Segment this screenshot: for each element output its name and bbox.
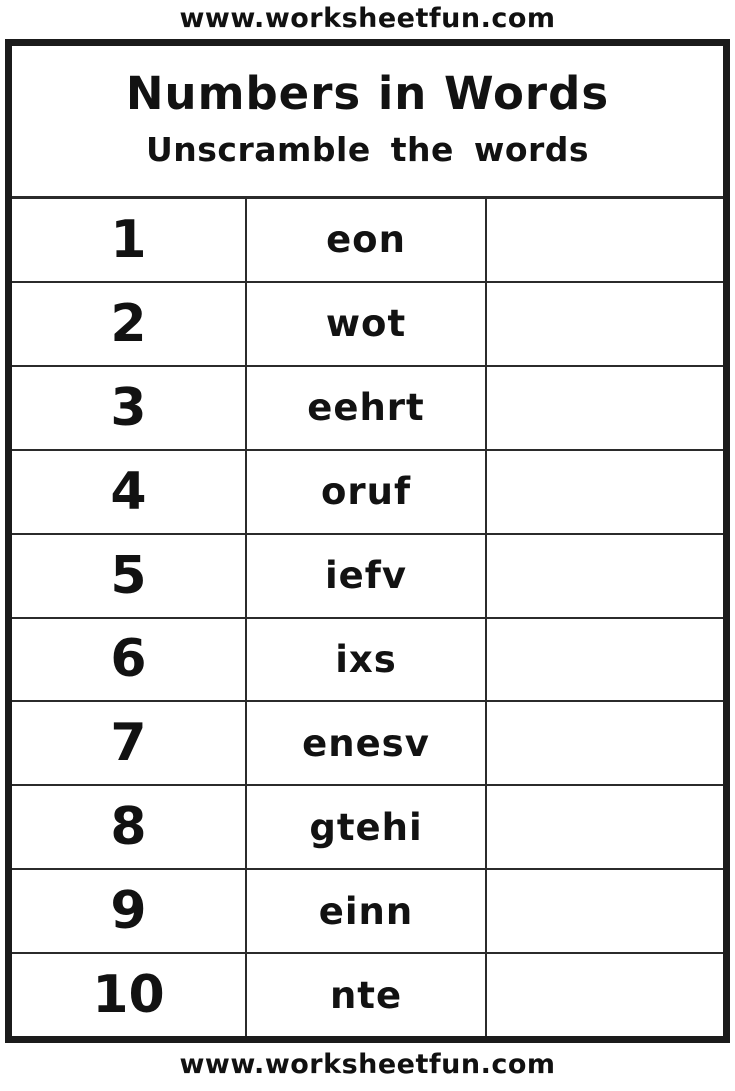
row-number: 6 xyxy=(110,629,147,690)
scrambled-word: gtehi xyxy=(309,805,423,849)
answer-blank-cell xyxy=(485,534,723,617)
answer-blank-cell xyxy=(485,786,723,869)
row-number: 9 xyxy=(110,881,147,942)
row-number: 3 xyxy=(110,377,147,438)
answer-blank-cell xyxy=(485,366,723,449)
table-row: 2 wot xyxy=(12,282,723,367)
answer-blank-cell xyxy=(485,702,723,785)
row-number: 1 xyxy=(110,209,147,270)
table-row: 1 eon xyxy=(12,199,723,283)
worksheet-subtitle: Unscramble the words xyxy=(145,130,590,169)
scrambled-word: ixs xyxy=(335,637,397,681)
table-row: 6 ixs xyxy=(12,618,723,703)
number-cell: 10 xyxy=(12,954,245,1036)
scrambled-word-cell: iefv xyxy=(245,534,485,617)
table-row: 5 iefv xyxy=(12,534,723,619)
scrambled-word: eon xyxy=(326,218,406,262)
row-number: 7 xyxy=(110,713,147,774)
scrambled-word-cell: nte xyxy=(245,954,485,1037)
answer-blank-cell xyxy=(485,282,723,365)
number-cell: 8 xyxy=(12,786,245,868)
scrambled-word-cell: einn xyxy=(245,870,485,953)
number-cell: 6 xyxy=(12,619,245,701)
scrambled-word-cell: wot xyxy=(245,282,485,365)
number-cell: 7 xyxy=(12,702,245,784)
number-cell: 4 xyxy=(12,451,245,533)
row-number: 5 xyxy=(110,545,147,606)
scrambled-word: nte xyxy=(329,973,403,1017)
scrambled-word: wot xyxy=(325,302,407,346)
scrambled-word: oruf xyxy=(320,470,412,514)
worksheet-header: Numbers in Words Unscramble the words xyxy=(12,46,723,199)
scrambled-word-cell: ixs xyxy=(245,618,485,701)
scrambled-word-cell: gtehi xyxy=(245,786,485,869)
row-number: 8 xyxy=(110,797,147,858)
scrambled-word-cell: enesv xyxy=(245,702,485,785)
scrambled-word: iefv xyxy=(325,554,407,598)
answer-blank-cell xyxy=(485,199,723,281)
table-row: 8 gtehi xyxy=(12,786,723,871)
row-number: 2 xyxy=(110,293,147,354)
table-row: 3 eehrt xyxy=(12,366,723,451)
row-number: 4 xyxy=(110,461,147,522)
table-row: 4 oruf xyxy=(12,450,723,535)
scrambled-word: enesv xyxy=(302,721,430,765)
scrambled-word: eehrt xyxy=(307,386,425,430)
worksheet-title: Numbers in Words xyxy=(125,67,610,120)
answer-blank-cell xyxy=(485,870,723,953)
number-cell: 2 xyxy=(12,283,245,365)
row-number: 10 xyxy=(92,965,165,1026)
answer-blank-cell xyxy=(485,618,723,701)
scrambled-word: einn xyxy=(318,889,414,933)
scrambled-word-cell: eon xyxy=(245,199,485,281)
table-row: 7 enesv xyxy=(12,702,723,787)
scrambled-word-cell: eehrt xyxy=(245,366,485,449)
scrambled-word-cell: oruf xyxy=(245,450,485,533)
answer-blank-cell xyxy=(485,954,723,1037)
answer-blank-cell xyxy=(485,450,723,533)
number-cell: 9 xyxy=(12,870,245,952)
worksheet-rows: 1 eon 2 wot 3 eehrt 4 oruf 5 ief xyxy=(12,199,723,1037)
site-url-bottom: www.worksheetfun.com xyxy=(179,1049,556,1080)
site-url-top: www.worksheetfun.com xyxy=(179,3,556,34)
table-row: 10 nte xyxy=(12,954,723,1037)
number-cell: 5 xyxy=(12,535,245,617)
worksheet-table: Numbers in Words Unscramble the words 1 … xyxy=(5,39,730,1043)
number-cell: 3 xyxy=(12,367,245,449)
number-cell: 1 xyxy=(12,199,245,281)
table-row: 9 einn xyxy=(12,870,723,955)
